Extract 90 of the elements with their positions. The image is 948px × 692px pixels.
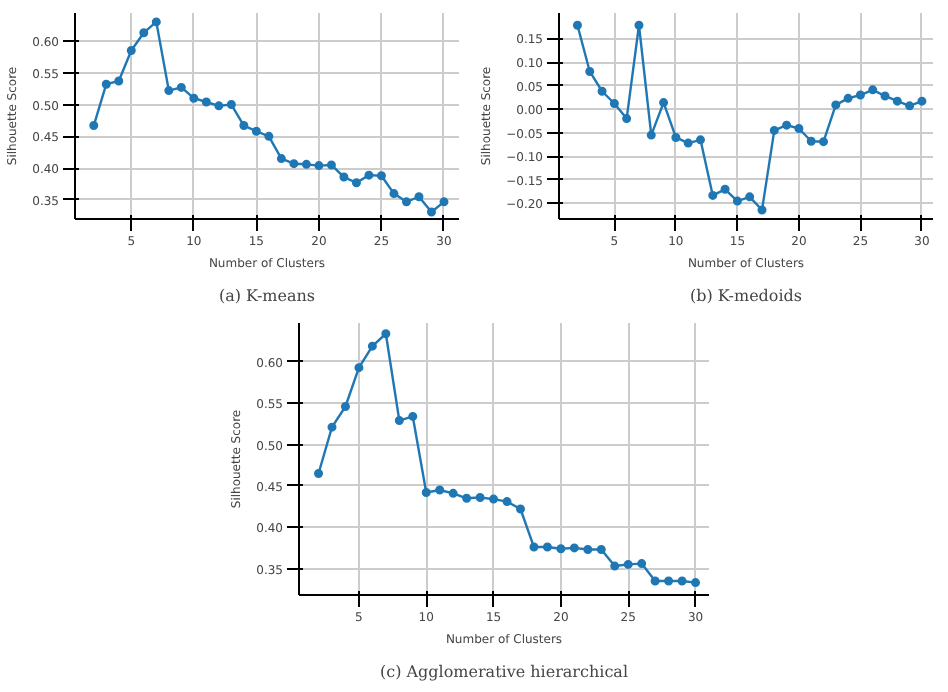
point [572,20,582,30]
point [757,205,767,215]
point [671,132,681,142]
point [114,76,124,86]
point [176,82,186,92]
point [139,28,149,38]
point [126,46,136,56]
text: (a) K-means [219,287,315,305]
point [732,196,742,206]
point [650,576,660,586]
point [769,125,779,135]
point [408,411,418,421]
point [843,93,853,103]
point [855,90,865,100]
point [301,159,311,169]
point [637,559,647,569]
point [401,197,411,207]
point [339,172,349,182]
point [597,86,607,96]
point [414,192,424,202]
point [351,178,361,188]
text: (c) Agglomerative hierarchical [379,663,629,681]
point [659,98,669,108]
point [569,543,579,553]
point [314,468,324,478]
point [264,131,274,141]
point [101,79,111,89]
point [381,329,391,339]
point [394,416,404,426]
point [683,138,693,148]
point [340,402,350,411]
point [239,121,249,131]
point [585,66,595,76]
point [421,487,431,497]
point [475,492,485,502]
point [609,99,619,108]
point [189,93,199,103]
point [720,184,730,194]
point [664,576,674,586]
point [745,192,755,202]
point [868,85,878,95]
point [376,171,386,181]
point [214,101,224,111]
point [439,197,449,207]
point [623,559,633,569]
point [646,130,656,140]
text: (b) K-medoids [689,287,803,305]
point [583,545,593,555]
point [489,494,499,504]
point [364,170,374,180]
point [354,363,364,373]
point [164,86,174,96]
point [515,504,525,514]
point [556,544,566,554]
point [596,545,606,555]
point [226,100,236,110]
point [367,341,377,351]
point [529,542,539,552]
point [695,135,705,145]
point [634,20,644,30]
point [435,485,445,495]
point [880,91,890,101]
point [691,578,701,588]
point [448,488,458,498]
point [89,121,99,131]
point [462,493,472,503]
point [327,422,337,432]
point [622,114,632,124]
point [806,136,816,146]
point [276,154,286,164]
point [201,97,211,107]
point [389,189,399,199]
point [426,207,436,217]
point [708,190,718,200]
point [326,160,336,170]
point [314,161,324,171]
point [502,497,512,507]
point [610,561,620,571]
point [819,137,829,147]
point [892,96,902,106]
point [917,96,927,106]
point [782,120,792,130]
point [905,101,915,111]
point [794,124,804,133]
point [542,542,552,552]
point [151,17,161,27]
point [251,126,261,136]
point [289,159,299,169]
point [677,576,687,586]
point [831,100,841,110]
